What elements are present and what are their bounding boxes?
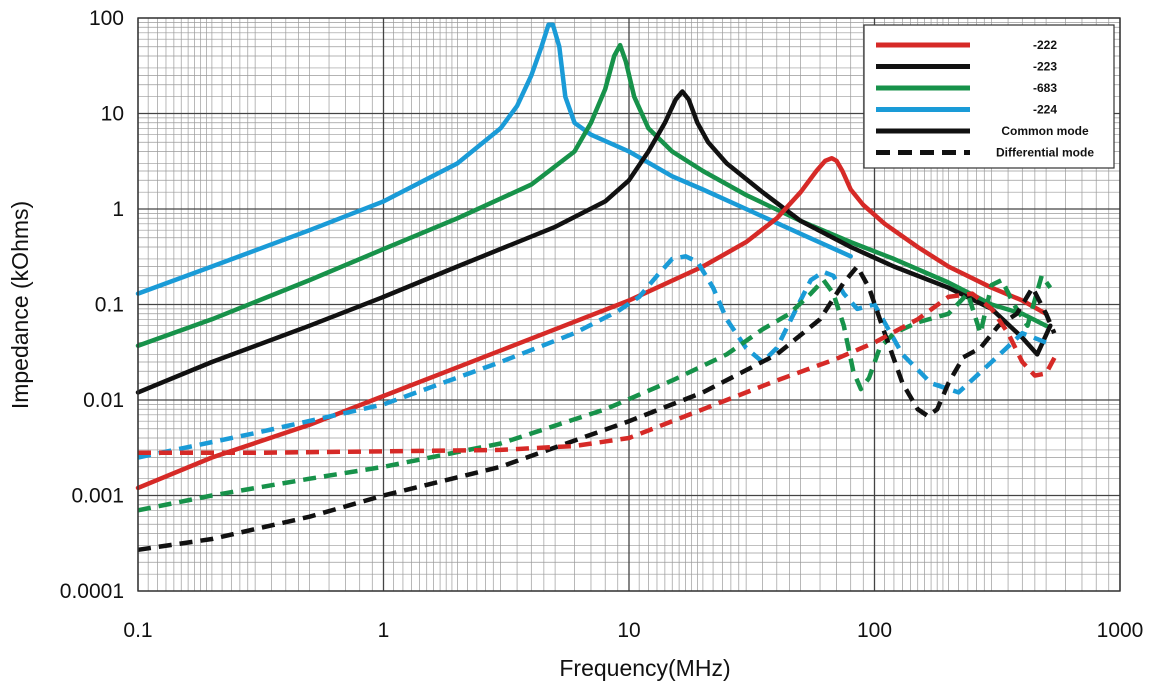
legend: -222 -223 -683 -224 Common mode Differential … — [863, 24, 1115, 169]
y-tick-label: 0.0001 — [60, 580, 124, 603]
series-line-common — [135, 155, 1049, 491]
x-tick-label: 10 — [617, 619, 640, 642]
x-tick-label: 0.1 — [123, 619, 152, 642]
series-line-common — [135, 42, 1049, 348]
y-tick-labels: 0.0001 0.001 0.01 0.1 1 10 100 — [60, 7, 124, 603]
series-line-common — [135, 22, 853, 296]
legend-label: -222 — [1033, 38, 1057, 52]
x-tick-label: 1000 — [1097, 619, 1144, 642]
series-line-differential — [138, 291, 1059, 456]
legend-label: Common mode — [1001, 124, 1089, 138]
x-tick-label: 1 — [378, 619, 390, 642]
y-tick-label: 100 — [89, 7, 124, 30]
legend-label: -224 — [1033, 103, 1057, 117]
y-tick-label: 0.01 — [83, 389, 124, 412]
y-tick-label: 1 — [112, 198, 124, 221]
series-line-differential — [137, 264, 1057, 553]
x-tick-label: 100 — [857, 619, 892, 642]
series-line-differential — [137, 273, 1053, 513]
x-tick-labels: 0.1 1 10 100 1000 — [123, 619, 1143, 642]
y-tick-label: 0.1 — [95, 294, 124, 317]
x-axis-title: Frequency(MHz) — [559, 655, 730, 681]
plot-frame — [137, 17, 1121, 592]
legend-label: -683 — [1033, 81, 1057, 95]
y-tick-label: 0.001 — [71, 485, 124, 508]
series-line-common — [135, 89, 1053, 395]
legend-label: -223 — [1033, 60, 1057, 74]
legend-box — [863, 24, 1115, 169]
series-layer — [135, 22, 1059, 553]
y-tick-label: 10 — [101, 103, 124, 126]
legend-label: Differential mode — [996, 146, 1094, 160]
y-axis-title: Impedance (kOhms) — [7, 201, 33, 409]
series-line-differential — [137, 254, 1047, 460]
